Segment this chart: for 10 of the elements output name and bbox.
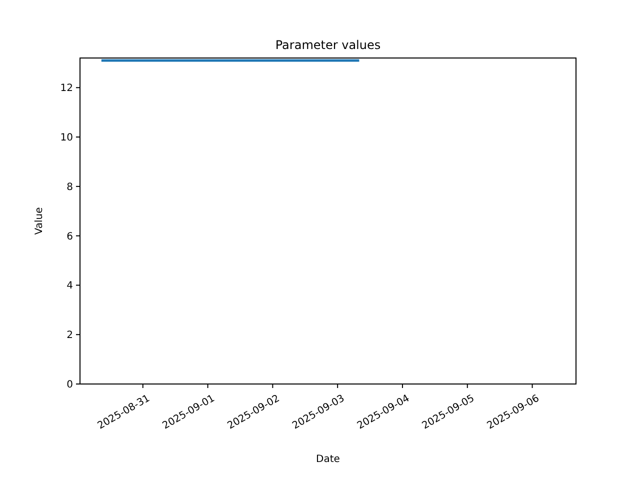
y-tick-label: 12 — [60, 83, 73, 94]
y-tick-label: 8 — [66, 182, 73, 193]
y-tick-label: 4 — [66, 280, 73, 292]
chart-title: Parameter values — [275, 38, 381, 52]
y-axis-title: Value — [34, 207, 45, 235]
y-tick-label: 6 — [66, 231, 73, 242]
x-axis-title: Date — [316, 454, 340, 465]
y-tick-label: 2 — [66, 330, 73, 342]
y-tick-label: 10 — [60, 132, 73, 144]
y-tick-label: 0 — [66, 380, 73, 390]
